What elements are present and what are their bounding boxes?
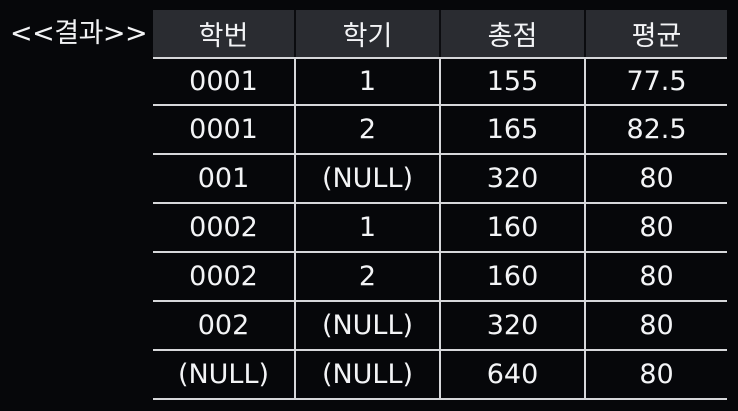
table-row: 0001 2 165 82.5	[153, 106, 727, 155]
cell-total-score: 320	[441, 302, 586, 351]
table-row: 0002 1 160 80	[153, 204, 727, 253]
cell-student-id: 0002	[153, 253, 296, 302]
cell-semester: 2	[296, 253, 441, 302]
cell-average: 80	[586, 204, 727, 253]
cell-student-id: (NULL)	[153, 351, 296, 400]
table-row: 002 (NULL) 320 80	[153, 302, 727, 351]
table-header-row: 학번 학기 총점 평균	[153, 10, 727, 57]
cell-student-id: 0001	[153, 57, 296, 106]
cell-student-id: 001	[153, 155, 296, 204]
table-row: (NULL) (NULL) 640 80	[153, 351, 727, 400]
cell-semester: (NULL)	[296, 351, 441, 400]
cell-semester: (NULL)	[296, 155, 441, 204]
cell-average: 82.5	[586, 106, 727, 155]
table-row: 001 (NULL) 320 80	[153, 155, 727, 204]
cell-average: 77.5	[586, 57, 727, 106]
header-average: 평균	[586, 10, 727, 57]
table-row: 0001 1 155 77.5	[153, 57, 727, 106]
header-student-id: 학번	[153, 10, 296, 57]
cell-student-id: 002	[153, 302, 296, 351]
cell-total-score: 165	[441, 106, 586, 155]
cell-semester: (NULL)	[296, 302, 441, 351]
cell-total-score: 160	[441, 253, 586, 302]
header-semester: 학기	[296, 10, 441, 57]
cell-average: 80	[586, 302, 727, 351]
cell-semester: 1	[296, 204, 441, 253]
cell-semester: 1	[296, 57, 441, 106]
cell-total-score: 320	[441, 155, 586, 204]
cell-total-score: 640	[441, 351, 586, 400]
cell-total-score: 160	[441, 204, 586, 253]
cell-average: 80	[586, 253, 727, 302]
cell-total-score: 155	[441, 57, 586, 106]
table-row: 0002 2 160 80	[153, 253, 727, 302]
cell-student-id: 0002	[153, 204, 296, 253]
cell-semester: 2	[296, 106, 441, 155]
result-label: <<결과>>	[10, 18, 148, 49]
cell-student-id: 0001	[153, 106, 296, 155]
header-total-score: 총점	[441, 10, 586, 57]
result-table-container: 학번 학기 총점 평균 0001 1 155 77.5 0001 2 165 8…	[153, 10, 727, 400]
result-table: 학번 학기 총점 평균 0001 1 155 77.5 0001 2 165 8…	[153, 10, 727, 400]
cell-average: 80	[586, 351, 727, 400]
cell-average: 80	[586, 155, 727, 204]
